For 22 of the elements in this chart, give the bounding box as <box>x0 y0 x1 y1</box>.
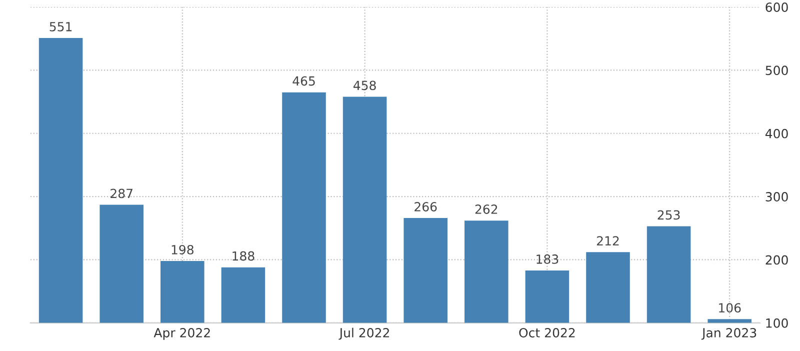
data-label: 262 <box>475 204 498 214</box>
data-label: 287 <box>110 188 132 198</box>
data-label: 183 <box>536 254 558 264</box>
y-tick-label: 400 <box>765 128 788 138</box>
data-label: 198 <box>172 244 194 254</box>
y-tick-label: 200 <box>766 255 788 265</box>
data-label: 212 <box>596 236 619 246</box>
y-tick-label: 300 <box>766 192 788 202</box>
y-tick-label: 100 <box>766 318 788 328</box>
data-label: 188 <box>232 251 254 261</box>
data-label: 458 <box>353 80 376 90</box>
x-tick-label: Jul 2022 <box>338 328 389 340</box>
data-label: 253 <box>658 210 680 220</box>
x-tick-label: Apr 2022 <box>154 328 210 340</box>
y-tick-label: 500 <box>766 66 788 76</box>
data-label: 266 <box>414 202 437 212</box>
y-tick-label: 600 <box>766 2 788 12</box>
data-label: 551 <box>50 22 72 32</box>
data-label: 465 <box>292 76 315 86</box>
x-tick-label: Oct 2022 <box>519 328 575 338</box>
data-label: 106 <box>719 303 741 313</box>
x-tick-label: Jan 2023 <box>701 328 756 340</box>
